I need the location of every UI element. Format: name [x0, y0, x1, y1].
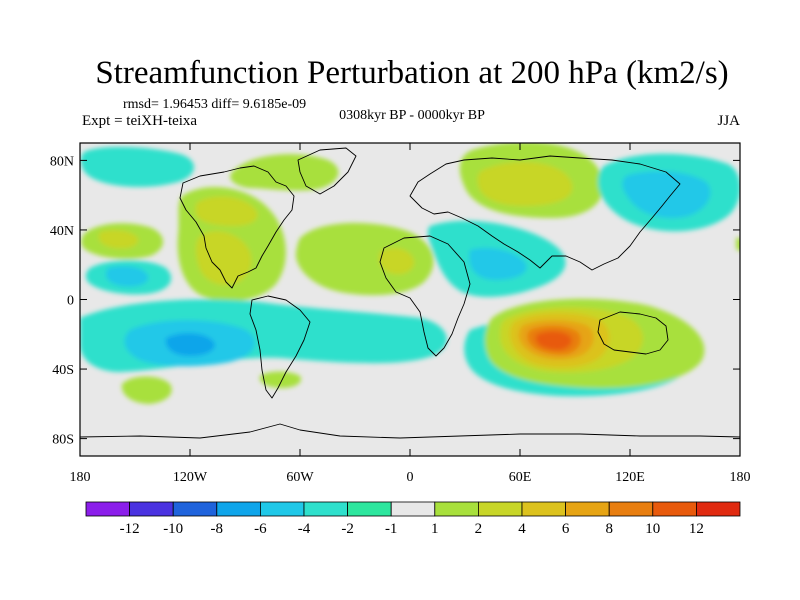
colorbar-label: 4 [518, 521, 526, 537]
contour-spos-1 [121, 376, 172, 404]
season-label: JJA [717, 113, 740, 129]
coast-greenland [297, 147, 357, 195]
contour-spos-3 [736, 237, 740, 251]
colorbar-swatch [216, 501, 261, 517]
colorbar-label: -6 [254, 521, 267, 537]
contour-eurasia-4 [477, 161, 573, 206]
colorbar-label: 12 [689, 521, 704, 537]
y-tick-label: 80S [52, 433, 74, 448]
colorbar-swatch [477, 501, 523, 517]
x-tick-label: 0 [407, 470, 414, 485]
colorbar-swatch [608, 501, 654, 517]
colorbar-swatch [652, 501, 697, 517]
colorbar-swatch [434, 501, 479, 517]
coast-australia [597, 311, 669, 355]
x-tick-label: 180 [730, 470, 751, 485]
x-tick-label: 60E [509, 470, 532, 485]
colorbar-swatch [696, 501, 741, 517]
contour-atl-4 [378, 247, 415, 275]
colorbar-label: -12 [120, 521, 140, 537]
colorbar-label: 1 [431, 521, 439, 537]
contour-nwp-neg2 [622, 171, 711, 219]
coastlines [80, 147, 740, 439]
y-tick-label: 40S [52, 363, 74, 378]
colorbar-swatch [565, 501, 610, 517]
coast-eurasia [409, 155, 681, 271]
colorbar-label: -10 [163, 521, 183, 537]
contour-arctic-2 [230, 154, 339, 191]
colorbar-swatch [129, 501, 174, 517]
contour-natl2-4 [195, 196, 258, 226]
y-tick-label: 80N [50, 154, 74, 169]
contour-narc-neg [80, 146, 195, 187]
experiment-label: Expt = teiXH-teixa [82, 113, 197, 129]
colorbar-swatch [347, 501, 392, 517]
contour-natl-4 [195, 231, 252, 286]
colorbar-swatch [85, 501, 130, 517]
period-label: 0308kyr BP - 0000kyr BP [339, 108, 485, 123]
coast-africa [379, 235, 471, 357]
x-axis: 180 120W 60W 0 60E 120E 180 [70, 143, 751, 485]
x-tick-label: 60W [286, 470, 314, 485]
colorbar-label: 8 [605, 521, 613, 537]
y-tick-label: 0 [67, 294, 74, 309]
contour-aus-12 [535, 331, 572, 350]
colorbar-label: 2 [475, 521, 483, 537]
coast-north-america [179, 165, 295, 289]
y-axis: 80N 40N 0 40S 80S [50, 154, 740, 448]
contour-pac-4 [98, 230, 139, 249]
colorbar-label: -1 [385, 521, 398, 537]
colorbar-label: -4 [298, 521, 311, 537]
colorbar-swatch [259, 501, 305, 517]
contour-spos-2 [259, 371, 302, 388]
colorbar-label: -2 [341, 521, 354, 537]
colorbar-label: 10 [645, 521, 660, 537]
y-tick-label: 40N [50, 224, 74, 239]
contour-npac-neg2 [105, 266, 149, 287]
x-tick-label: 180 [70, 470, 91, 485]
coast-south-america [249, 295, 311, 399]
colorbar-swatch [390, 501, 436, 517]
contour-spac-neg3 [165, 333, 215, 356]
colorbar-label: 6 [562, 521, 570, 537]
colorbar-label: -8 [211, 521, 224, 537]
coast-antarctica [80, 423, 740, 439]
colorbar-swatch [521, 501, 566, 517]
x-tick-label: 120W [173, 470, 208, 485]
colorbar: -12 -10 -8 -6 -4 -2 -1 1 2 4 6 8 10 12 [85, 501, 741, 537]
stats-line: rmsd= 1.96453 diff= 9.6185e-09 [123, 97, 306, 112]
map-panel [80, 143, 740, 456]
chart-title: Streamfunction Perturbation at 200 hPa (… [95, 55, 728, 91]
x-tick-label: 120E [615, 470, 645, 485]
colorbar-swatch [303, 501, 348, 517]
contour-io-neg2 [469, 247, 527, 280]
colorbar-swatch [172, 501, 218, 517]
